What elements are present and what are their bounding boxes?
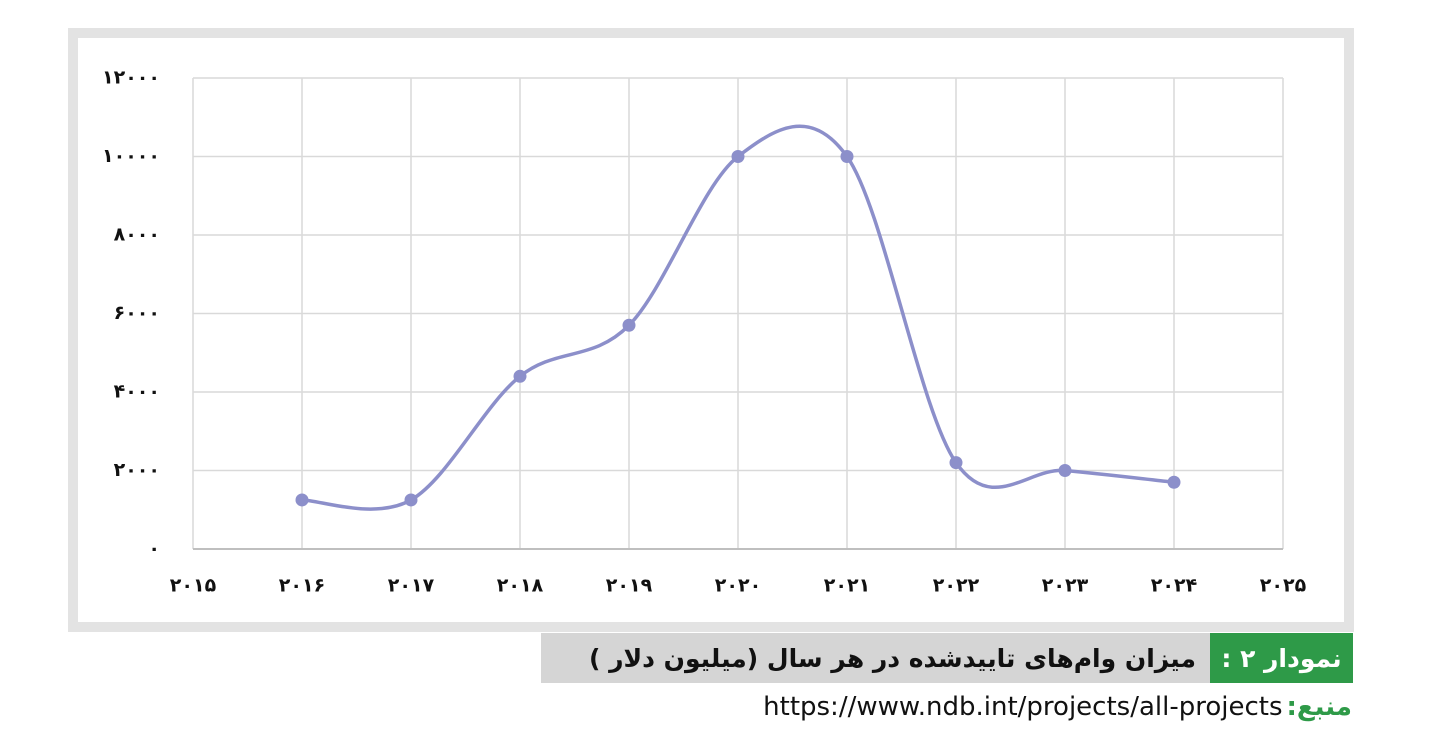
data-point xyxy=(622,318,636,332)
figure-label: نمودار ۲ : xyxy=(1210,633,1353,683)
data-point xyxy=(1058,464,1072,477)
y-tick-label: ۱۲۰۰۰ xyxy=(102,67,160,89)
x-tick-label: ۲۰۲۳ xyxy=(1042,575,1089,597)
chart-title: میزان وام‌های تاییدشده در هر سال (میلیون… xyxy=(541,633,1210,683)
data-point xyxy=(295,493,309,507)
y-tick-label: ۲۰۰۰ xyxy=(114,459,160,481)
data-point xyxy=(1167,475,1181,489)
x-tick-label: ۲۰۲۲ xyxy=(933,575,980,597)
y-tick-label: ۴۰۰۰ xyxy=(114,381,160,403)
y-tick-label: ۸۰۰۰ xyxy=(114,224,160,246)
data-point xyxy=(513,369,527,383)
x-tick-label: ۲۰۱۹ xyxy=(606,575,653,597)
source-url: https://www.ndb.int/projects/all-project… xyxy=(763,692,1283,722)
x-tick-label: ۲۰۲۴ xyxy=(1151,575,1197,597)
y-tick-label: ۶۰۰۰ xyxy=(114,302,160,324)
x-tick-label: ۲۰۲۱ xyxy=(824,575,870,597)
x-tick-label: ۲۰۱۶ xyxy=(279,575,325,597)
source: https://www.ndb.int/projects/all-project… xyxy=(763,686,1352,728)
data-point xyxy=(404,493,418,507)
chart-frame xyxy=(68,28,1354,632)
source-label: منبع: xyxy=(1286,692,1352,722)
x-tick-label: ۲۰۲۰ xyxy=(715,575,761,597)
data-line xyxy=(301,124,1175,511)
data-point xyxy=(840,150,854,163)
x-tick-label: ۲۰۲۵ xyxy=(1260,575,1307,597)
y-tick-label: ۱۰۰۰۰ xyxy=(102,145,160,167)
x-tick-label: ۲۰۱۷ xyxy=(388,575,435,597)
data-point xyxy=(731,150,745,163)
x-tick-label: ۲۰۱۵ xyxy=(170,575,217,597)
y-tick-label: ۰ xyxy=(148,538,160,560)
data-point xyxy=(949,456,963,470)
x-tick-label: ۲۰۱۸ xyxy=(497,575,544,597)
